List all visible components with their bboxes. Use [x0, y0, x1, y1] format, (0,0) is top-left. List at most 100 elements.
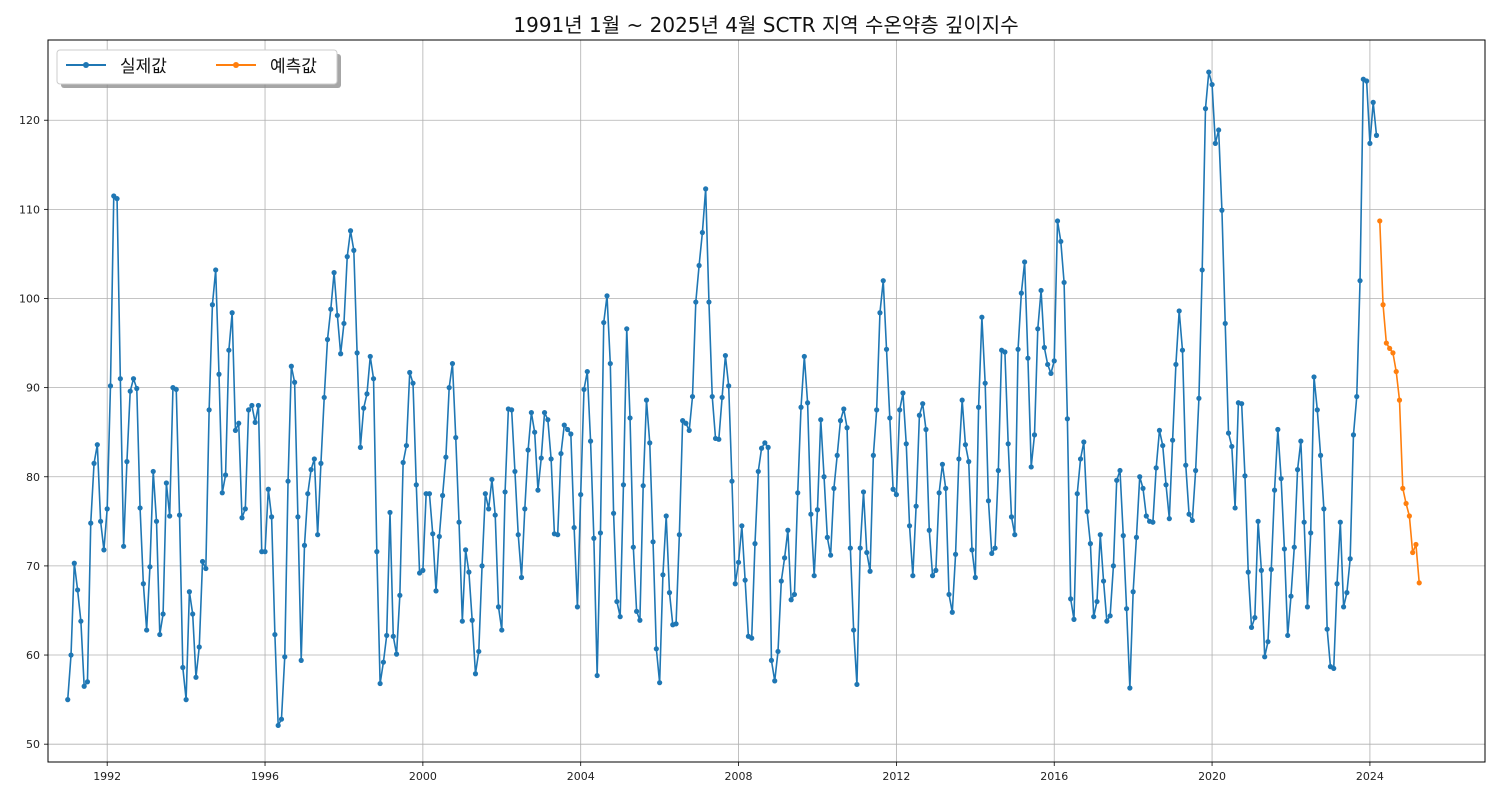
data-point [1068, 596, 1074, 602]
data-point [640, 483, 646, 489]
legend-marker-forecast [233, 62, 239, 68]
data-point [604, 293, 610, 299]
data-point [127, 388, 133, 394]
data-point [706, 299, 712, 305]
data-point [952, 551, 959, 557]
data-point [134, 385, 140, 392]
data-point [160, 611, 166, 617]
x-tick-label: 1996 [251, 770, 279, 783]
data-point [1239, 401, 1245, 407]
data-point [610, 510, 617, 516]
data-point [1232, 505, 1238, 511]
data-point [440, 492, 446, 499]
data-point [976, 404, 982, 410]
data-point [627, 415, 633, 421]
data-point [390, 633, 396, 639]
data-point [420, 567, 426, 573]
data-point [864, 549, 870, 556]
data-point [262, 549, 268, 555]
data-point [1222, 320, 1228, 327]
data-point [1294, 467, 1301, 473]
data-point [920, 401, 926, 407]
data-point [1390, 350, 1396, 356]
data-point [1242, 473, 1248, 479]
data-point [334, 312, 340, 319]
data-point [1140, 485, 1146, 491]
data-point [637, 617, 643, 623]
data-point [1367, 140, 1373, 146]
y-tick-label: 110 [19, 203, 40, 216]
data-point [1265, 639, 1271, 645]
data-point [380, 659, 387, 665]
data-point [969, 547, 975, 553]
data-point [666, 590, 673, 596]
data-point [203, 565, 209, 572]
data-point [1416, 580, 1422, 586]
data-point [1110, 563, 1117, 569]
data-point [1163, 482, 1169, 488]
data-point [574, 604, 581, 610]
data-point [584, 368, 590, 375]
data-point [292, 379, 298, 385]
data-point [219, 490, 225, 496]
data-point [1061, 279, 1067, 286]
data-point [897, 407, 903, 413]
data-point [495, 604, 502, 610]
data-point [101, 547, 107, 553]
data-point [781, 555, 788, 561]
data-point [749, 635, 755, 641]
data-point [587, 438, 594, 444]
data-point [140, 581, 146, 587]
data-point [173, 386, 179, 393]
data-point [1262, 654, 1268, 660]
data-point [732, 581, 738, 587]
data-point [726, 383, 732, 389]
series-1 [1377, 218, 1422, 586]
data-point [456, 519, 462, 525]
data-point [716, 436, 722, 442]
data-point [1160, 442, 1166, 449]
data-point [167, 513, 173, 519]
data-point [357, 444, 363, 450]
data-point [338, 351, 344, 357]
data-point [469, 617, 475, 623]
data-point [1212, 140, 1218, 146]
data-point [285, 478, 291, 484]
x-tick-label: 2016 [1040, 770, 1068, 783]
data-point [597, 530, 604, 536]
data-point [453, 434, 459, 441]
data-point [1133, 534, 1140, 540]
data-point [860, 489, 867, 495]
data-point [742, 577, 748, 583]
data-point [1301, 519, 1307, 525]
data-point [538, 455, 544, 461]
data-point [186, 589, 192, 595]
data-point [509, 407, 515, 413]
data-point [696, 262, 702, 269]
data-point [906, 523, 913, 529]
x-tick-label: 2020 [1198, 770, 1226, 783]
data-point [548, 456, 554, 462]
data-point [903, 441, 909, 447]
data-point [305, 491, 311, 497]
data-point [515, 532, 521, 538]
data-point [798, 404, 804, 410]
data-point [982, 380, 988, 386]
data-point [601, 319, 607, 326]
data-point [1130, 589, 1136, 595]
data-point [1100, 578, 1107, 584]
data-point [1091, 614, 1097, 620]
data-point [476, 648, 482, 655]
data-point [1252, 615, 1258, 621]
data-point [311, 456, 317, 462]
data-point [387, 509, 393, 516]
data-point [502, 489, 508, 495]
data-point [1258, 567, 1264, 573]
data-point [222, 472, 229, 478]
data-point [1196, 395, 1202, 401]
data-point [1268, 566, 1274, 573]
data-point [449, 360, 456, 367]
data-point [1015, 346, 1021, 352]
data-point [1364, 78, 1370, 84]
